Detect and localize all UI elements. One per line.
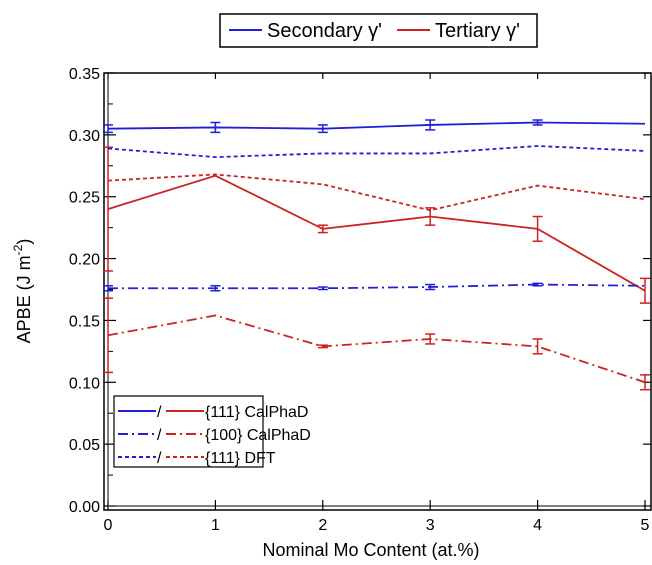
series-line-ter-111-dft xyxy=(107,173,646,212)
style-legend-separator-0: / xyxy=(157,404,162,421)
style-legend-row-solid: / {111} CalPhaD xyxy=(118,404,308,421)
top-legend-label-secondary: Secondary γ' xyxy=(267,20,382,42)
style-legend-separator-1: / xyxy=(157,427,162,444)
error-bar-ter-111-calphad xyxy=(103,146,113,272)
error-bar-sec-111-calphad xyxy=(103,124,113,134)
error-bar-ter-100-calphad xyxy=(532,338,543,355)
error-bar-ter-100-calphad xyxy=(640,374,650,391)
x-tick-label: 0 xyxy=(104,517,113,534)
y-tick-label: 0.00 xyxy=(69,499,100,516)
y-tick-label: 0.05 xyxy=(69,437,100,454)
error-bar-sec-100-calphad xyxy=(317,286,328,291)
x-tick-label: 5 xyxy=(641,517,650,534)
style-legend-row-dotted: / {111} DFT xyxy=(118,450,276,467)
series-line-sec-111-calphad xyxy=(107,121,646,130)
error-bar-ter-100-calphad xyxy=(425,333,436,345)
style-legend-label-111-calphad: {111} CalPhaD xyxy=(205,404,308,421)
error-bar-sec-111-calphad xyxy=(425,119,436,131)
series-layer xyxy=(103,119,650,391)
series-line-sec-100-calphad xyxy=(108,283,646,290)
error-bar-ter-111-calphad xyxy=(532,215,543,243)
y-tick-label: 0.20 xyxy=(69,252,100,269)
style-legend-row-dashdot: / {100} CalPhaD xyxy=(118,427,311,444)
series-line-ter-100-calphad xyxy=(107,314,646,384)
x-tick-label: 1 xyxy=(211,517,220,534)
error-bar-sec-111-calphad xyxy=(317,124,328,134)
x-tick-label: 2 xyxy=(318,517,327,534)
style-legend-frame xyxy=(113,395,264,468)
style-legend-label-111-dft: {111} DFT xyxy=(205,450,276,467)
error-bar-ter-100-calphad xyxy=(317,344,328,349)
x-tick-label: 3 xyxy=(426,517,435,534)
axis-ticks: 0 1 2 3 4 5 0.00 0.05 0.10 0.15 0.20 0.25 0.30 0.35 xyxy=(69,66,651,534)
x-axis-title: Nominal Mo Content (at.%) xyxy=(262,540,479,560)
series-line-ter-111-calphad xyxy=(107,174,646,292)
style-legend-label-100-calphad: {100} CalPhaD xyxy=(205,427,311,444)
style-legend-separator-2: / xyxy=(157,450,162,467)
y-axis-title-sup: -2 xyxy=(11,244,25,255)
error-bar-sec-111-calphad xyxy=(210,121,221,134)
top-legend: Secondary γ' Tertiary γ' xyxy=(219,13,538,48)
y-axis-title: APBE (J m-2) xyxy=(11,239,34,344)
y-tick-label: 0.15 xyxy=(69,313,100,330)
y-tick-label: 0.35 xyxy=(69,66,100,83)
error-bar-ter-100-calphad xyxy=(103,297,113,374)
plot-frame xyxy=(103,72,652,511)
series-line-sec-111-dft xyxy=(107,145,646,159)
error-bar-sec-111-calphad xyxy=(532,119,543,126)
y-tick-label: 0.25 xyxy=(69,190,100,207)
top-legend-frame xyxy=(219,13,538,48)
error-bar-ter-111-calphad xyxy=(640,277,650,304)
y-tick-label: 0.30 xyxy=(69,128,100,145)
error-bar-sec-100-calphad xyxy=(425,283,436,291)
y-tick-label: 0.10 xyxy=(69,375,100,392)
error-bar-sec-100-calphad xyxy=(103,285,113,292)
error-bar-ter-111-calphad xyxy=(317,224,328,234)
top-legend-label-tertiary: Tertiary γ' xyxy=(435,20,520,42)
x-tick-label: 4 xyxy=(533,517,542,534)
y-axis-title-main: APBE (J m xyxy=(14,255,34,343)
style-legend: / {111} CalPhaD / {100} CalPhaD / {111} … xyxy=(113,395,311,468)
y-axis-title-close: ) xyxy=(14,239,34,245)
error-bar-sec-100-calphad xyxy=(210,285,221,292)
error-bar-sec-100-calphad xyxy=(532,282,543,287)
